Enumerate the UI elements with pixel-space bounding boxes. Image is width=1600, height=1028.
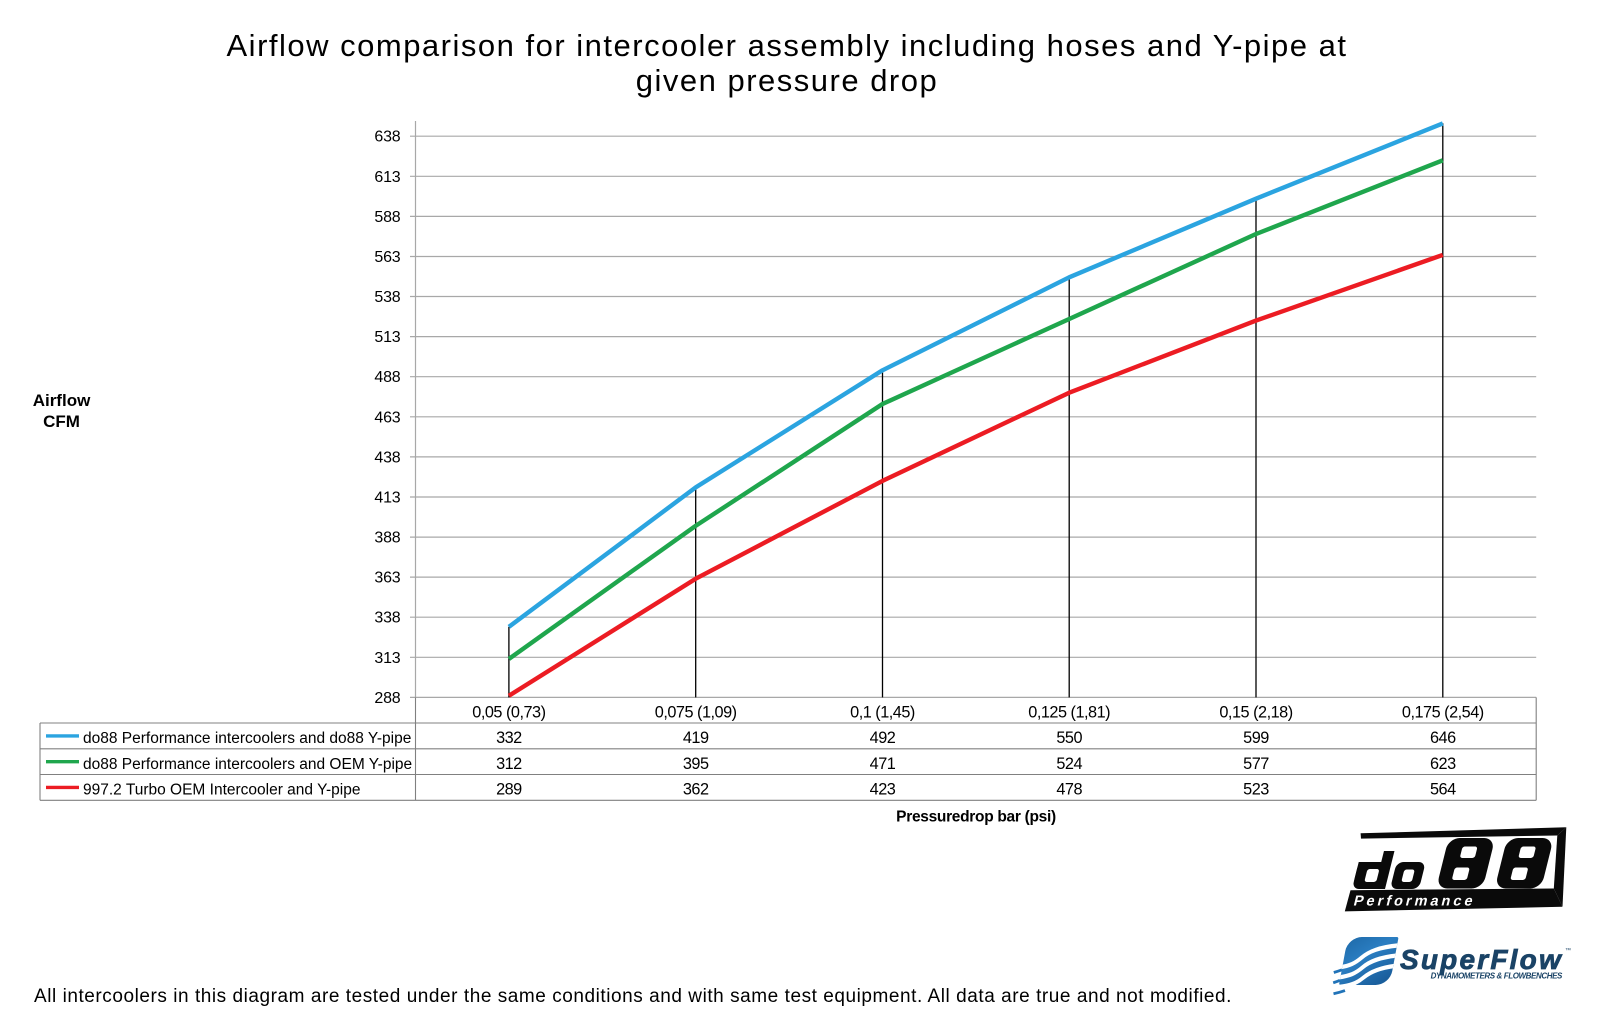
svg-text:312: 312 bbox=[496, 755, 522, 773]
svg-text:638: 638 bbox=[374, 129, 400, 146]
svg-text:0,05 (0,73): 0,05 (0,73) bbox=[472, 703, 545, 721]
svg-text:SuperFlow: SuperFlow bbox=[1400, 944, 1563, 975]
svg-text:289: 289 bbox=[496, 781, 522, 799]
svg-text:given pressure drop: given pressure drop bbox=[636, 63, 939, 98]
svg-text:463: 463 bbox=[374, 409, 400, 426]
svg-text:332: 332 bbox=[496, 729, 522, 747]
svg-text:0,125 (1,81): 0,125 (1,81) bbox=[1028, 703, 1110, 721]
svg-text:Pressuredrop bar (psi): Pressuredrop bar (psi) bbox=[896, 808, 1056, 825]
svg-text:471: 471 bbox=[870, 755, 896, 773]
svg-text:288: 288 bbox=[374, 690, 400, 707]
svg-text:do88 Performance intercoolers: do88 Performance intercoolers and do88 Y… bbox=[83, 730, 411, 747]
svg-text:363: 363 bbox=[374, 570, 400, 587]
svg-text:338: 338 bbox=[374, 610, 400, 627]
svg-text:423: 423 bbox=[870, 781, 896, 799]
svg-text:do88 Performance intercoolers: do88 Performance intercoolers and OEM Y-… bbox=[83, 756, 412, 773]
svg-text:550: 550 bbox=[1056, 729, 1082, 747]
svg-text:599: 599 bbox=[1243, 729, 1269, 747]
svg-text:646: 646 bbox=[1430, 729, 1456, 747]
svg-text:577: 577 bbox=[1243, 755, 1269, 773]
svg-text:523: 523 bbox=[1243, 781, 1269, 799]
svg-text:™: ™ bbox=[1565, 947, 1571, 954]
svg-text:997.2 Turbo OEM Intercooler an: 997.2 Turbo OEM Intercooler and Y-pipe bbox=[83, 782, 360, 799]
svg-text:623: 623 bbox=[1430, 755, 1456, 773]
svg-text:564: 564 bbox=[1430, 781, 1456, 799]
svg-text:0,15 (2,18): 0,15 (2,18) bbox=[1219, 703, 1292, 721]
svg-text:CFM: CFM bbox=[43, 412, 80, 431]
svg-text:478: 478 bbox=[1056, 781, 1082, 799]
svg-text:419: 419 bbox=[683, 729, 709, 747]
svg-text:492: 492 bbox=[870, 729, 896, 747]
svg-text:0,175 (2,54): 0,175 (2,54) bbox=[1402, 703, 1484, 721]
svg-text:Airflow comparison for interco: Airflow comparison for intercooler assem… bbox=[227, 28, 1348, 63]
svg-text:All intercoolers in this diagr: All intercoolers in this diagram are tes… bbox=[34, 986, 1232, 1007]
svg-text:0,075 (1,09): 0,075 (1,09) bbox=[655, 703, 737, 721]
svg-text:DYNAMOMETERS & FLOWBENCHES: DYNAMOMETERS & FLOWBENCHES bbox=[1431, 971, 1563, 980]
svg-text:513: 513 bbox=[374, 329, 400, 346]
svg-text:0,1 (1,45): 0,1 (1,45) bbox=[850, 703, 915, 721]
svg-text:563: 563 bbox=[374, 249, 400, 266]
svg-text:Airflow: Airflow bbox=[33, 391, 91, 410]
svg-text:395: 395 bbox=[683, 755, 709, 773]
svg-text:438: 438 bbox=[374, 449, 400, 466]
svg-text:313: 313 bbox=[374, 650, 400, 667]
svg-text:362: 362 bbox=[683, 781, 709, 799]
svg-text:524: 524 bbox=[1056, 755, 1082, 773]
svg-text:Performance: Performance bbox=[1352, 894, 1478, 910]
svg-text:388: 388 bbox=[374, 530, 400, 547]
svg-text:488: 488 bbox=[374, 369, 400, 386]
svg-text:413: 413 bbox=[374, 490, 400, 507]
svg-text:613: 613 bbox=[374, 169, 400, 186]
svg-text:538: 538 bbox=[374, 289, 400, 306]
svg-text:588: 588 bbox=[374, 209, 400, 226]
